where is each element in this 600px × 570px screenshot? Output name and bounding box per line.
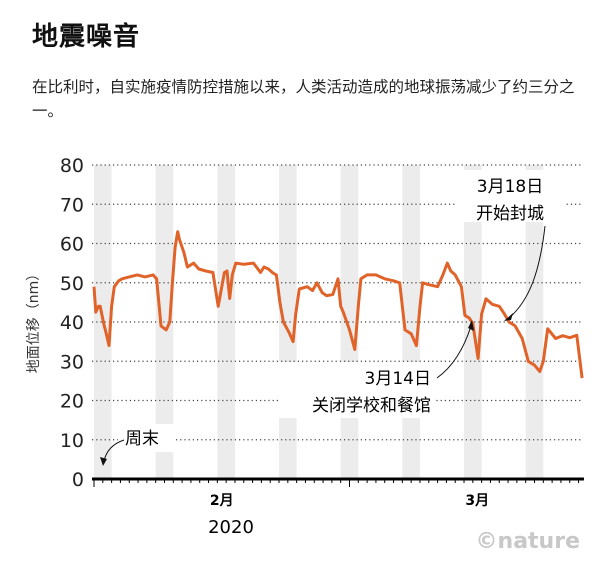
weekend-band bbox=[217, 165, 235, 479]
y-tick-label: 20 bbox=[60, 391, 84, 413]
y-axis-label: 地面位移（nm） bbox=[26, 267, 42, 374]
annotation-weekend: 周末 bbox=[125, 429, 159, 449]
arrowhead-icon bbox=[468, 320, 474, 331]
y-tick-label: 80 bbox=[60, 155, 84, 177]
x-tick-label-mar: 3月 bbox=[465, 493, 489, 509]
y-tick-label: 0 bbox=[72, 469, 84, 491]
arrowhead-icon bbox=[504, 313, 513, 321]
page-title: 地震噪音 bbox=[32, 22, 141, 52]
y-tick-label: 30 bbox=[60, 351, 84, 373]
x-tick-label-feb: 2月 bbox=[210, 493, 234, 509]
y-tick-label: 60 bbox=[60, 234, 84, 256]
seismic-noise-line bbox=[92, 230, 584, 379]
x-axis bbox=[92, 477, 584, 487]
y-tick-label: 10 bbox=[60, 430, 84, 452]
y-tick-label: 40 bbox=[60, 312, 84, 334]
year-label: 2020 bbox=[208, 517, 254, 538]
subtitle: 在比利时，自实施疫情防控措施以来，人类活动造成的地球振荡减少了约三分之一。 bbox=[32, 78, 575, 120]
annotation-schools-text: 关闭学校和餐馆 bbox=[312, 396, 431, 416]
y-tick-label: 70 bbox=[60, 194, 84, 216]
annotation-schools-date: 3月14日 bbox=[365, 369, 431, 389]
y-tick-label: 50 bbox=[60, 273, 84, 295]
weekend-band bbox=[525, 165, 544, 479]
annotation-lockdown-arrow bbox=[508, 225, 546, 319]
annotation-lockdown-text: 开始封城 bbox=[476, 204, 544, 224]
arrowhead-icon bbox=[100, 457, 107, 466]
annotation-schools-arrow bbox=[436, 325, 472, 379]
annotation-lockdown-date: 3月18日 bbox=[477, 177, 543, 197]
nature-logo: ©nature bbox=[476, 529, 580, 554]
